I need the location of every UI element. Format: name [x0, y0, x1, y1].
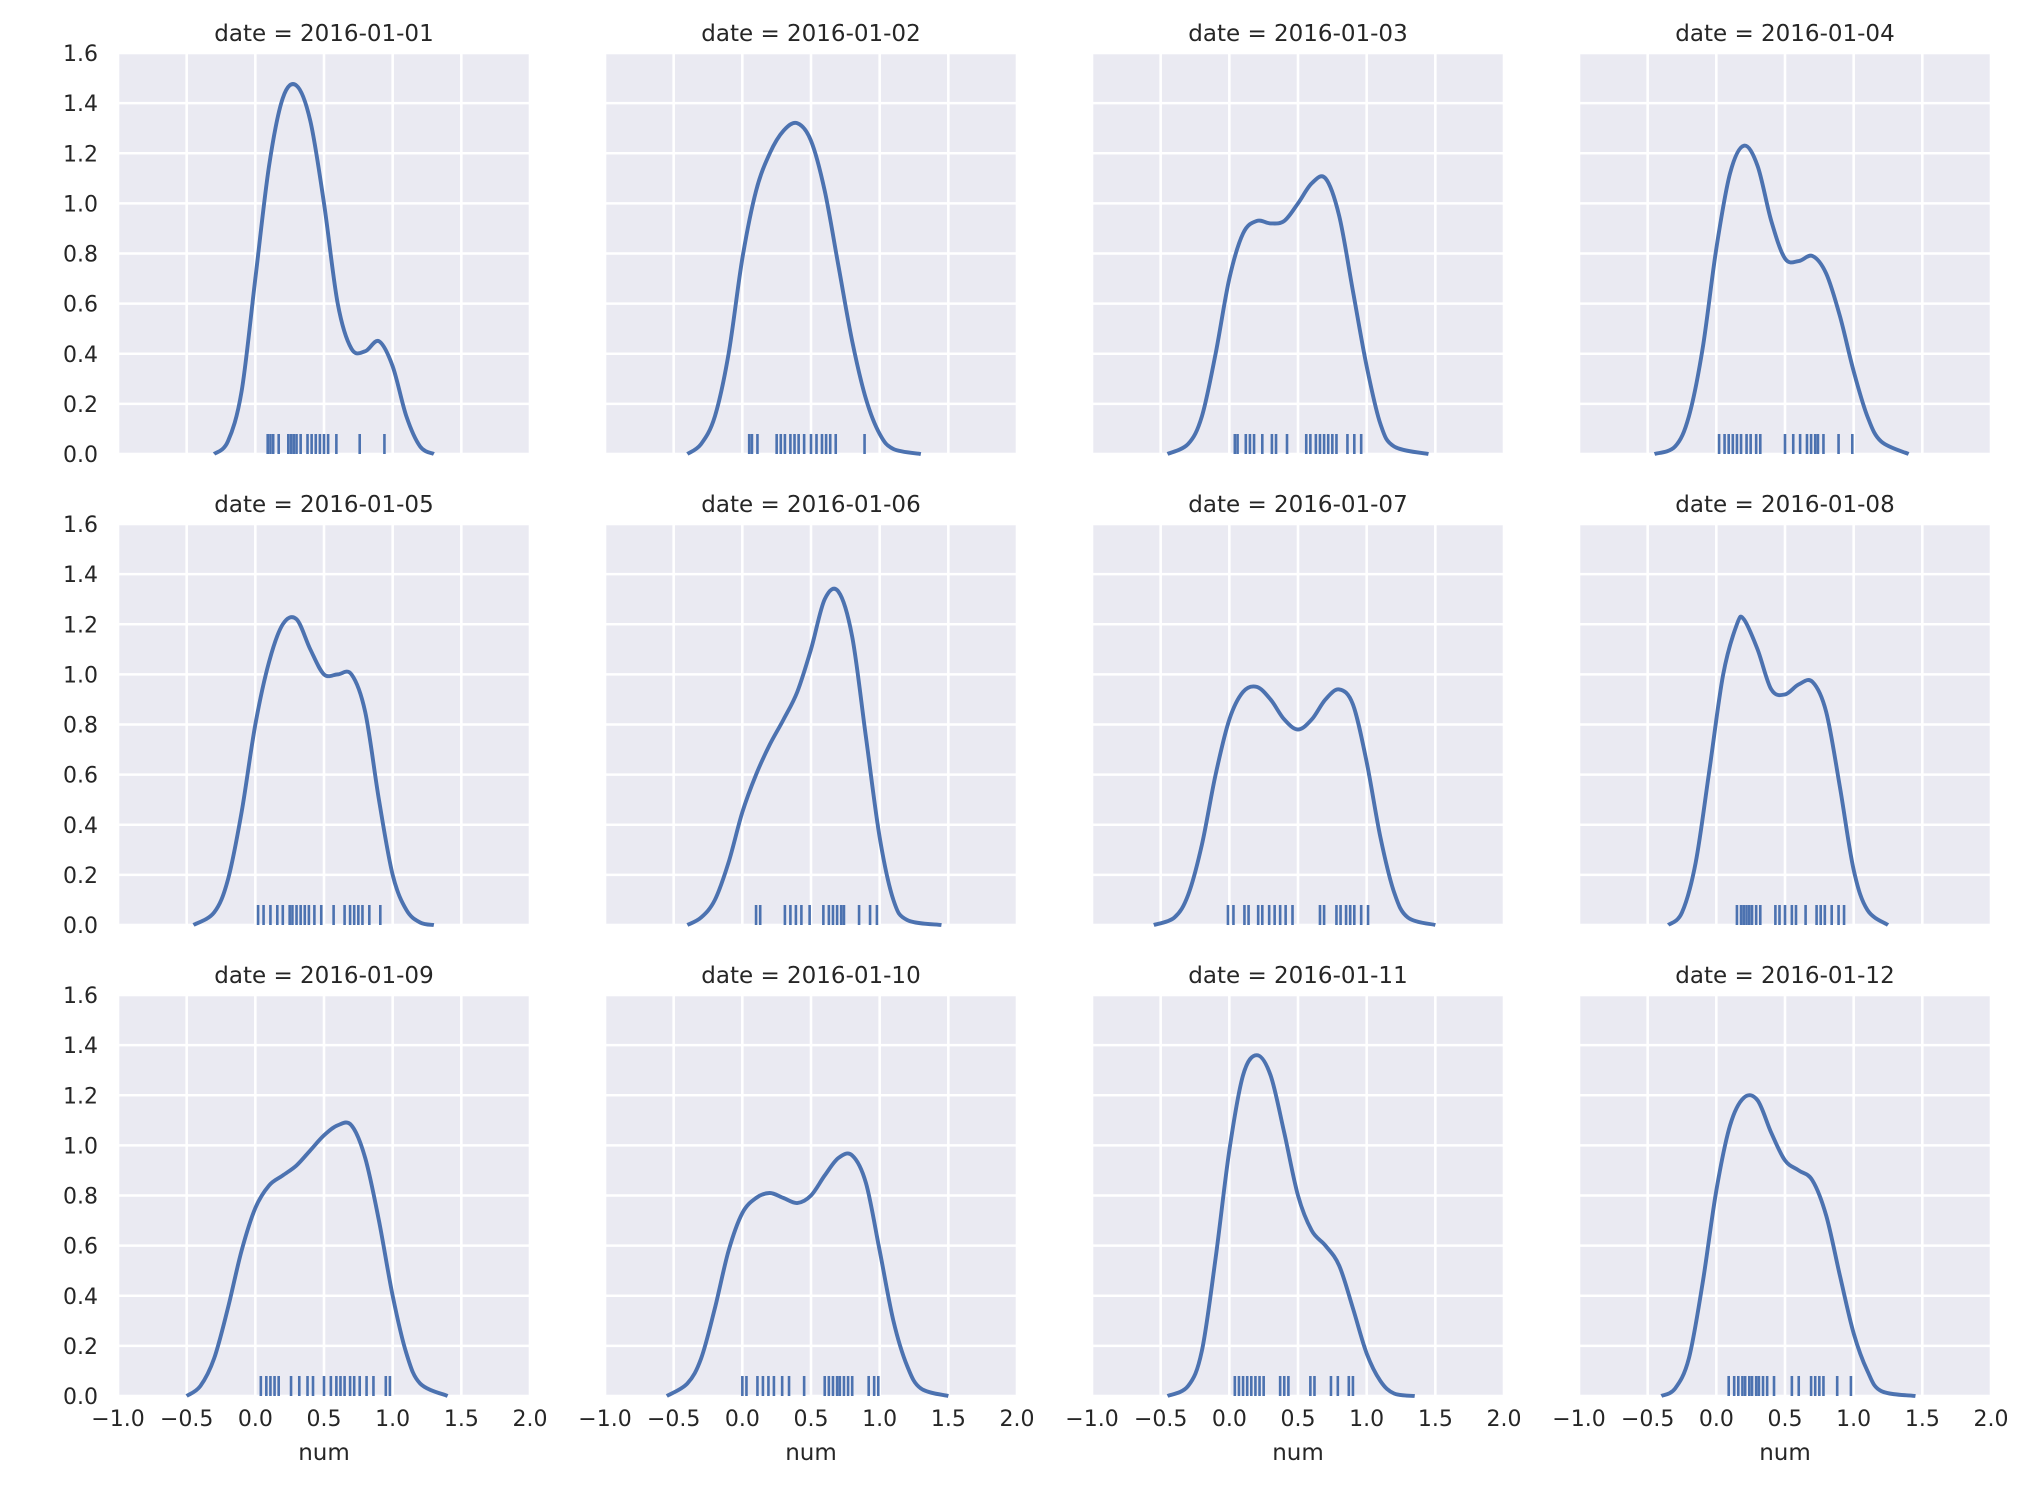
- y-tick-label: 0.8: [63, 243, 98, 268]
- x-tick-label: −0.5: [1134, 1407, 1187, 1432]
- y-tick-label: 1.4: [63, 563, 98, 588]
- x-tick-label: 0.0: [1212, 1407, 1247, 1432]
- y-tick-label: 1.6: [63, 42, 98, 67]
- facet-panel: date = 2016-01-05 0.0 0.2 0.4 0.6 0.8 1.0 1.2 1.…: [63, 492, 532, 939]
- facet-title: date = 2016-01-07: [1188, 492, 1407, 518]
- facet-panel: date = 2016-01-12 −1.0 −0.5 0.0 0.5 1.0 1.5 2.0…: [1552, 963, 2008, 1466]
- y-tick-label: 1.6: [63, 513, 98, 538]
- x-axis-label: num: [785, 1440, 837, 1466]
- x-tick-label: 0.5: [1281, 1407, 1316, 1432]
- facet-title: date = 2016-01-02: [701, 21, 920, 47]
- y-tick-label: 1.0: [63, 1134, 98, 1159]
- x-tick-label: −1.0: [1065, 1407, 1118, 1432]
- x-axis-label: num: [1272, 1440, 1324, 1466]
- facet-title: date = 2016-01-05: [214, 492, 433, 518]
- facet-panel: date = 2016-01-06: [603, 492, 1019, 927]
- facet-title: date = 2016-01-10: [701, 963, 920, 989]
- facet-title: date = 2016-01-01: [214, 21, 433, 47]
- x-tick-label: −0.5: [1621, 1407, 1674, 1432]
- y-tick-label: 1.4: [63, 1034, 98, 1059]
- facet-title: date = 2016-01-06: [701, 492, 920, 518]
- x-tick-label: −1.0: [1552, 1407, 1605, 1432]
- y-tick-label: 0.0: [63, 1385, 98, 1410]
- x-tick-label: 0.5: [1768, 1407, 1803, 1432]
- x-tick-label: 1.5: [1418, 1407, 1453, 1432]
- y-tick-label: 0.0: [63, 914, 98, 939]
- facet-title: date = 2016-01-11: [1188, 963, 1407, 989]
- y-tick-label: 0.4: [63, 1285, 98, 1310]
- facet-title: date = 2016-01-12: [1675, 963, 1894, 989]
- kde-curve: [1166, 174, 1429, 456]
- y-tick-label: 0.8: [63, 714, 98, 739]
- x-tick-label: 1.0: [862, 1407, 897, 1432]
- x-tick-label: 0.0: [1699, 1407, 1734, 1432]
- facet-panel: date = 2016-01-02: [603, 21, 1019, 456]
- facet-title: date = 2016-01-04: [1675, 21, 1894, 47]
- y-tick-label: 0.6: [63, 293, 98, 318]
- facet-title: date = 2016-01-09: [214, 963, 433, 989]
- facet-panel: date = 2016-01-04: [1577, 21, 1993, 456]
- y-tick-label: 1.2: [63, 1084, 98, 1109]
- facet-panel: date = 2016-01-11 −1.0 −0.5 0.0 0.5 1.0 1.5 2.0…: [1065, 963, 1521, 1466]
- kde-curve: [1153, 684, 1436, 927]
- x-tick-label: 1.5: [1905, 1407, 1940, 1432]
- facet-panel: date = 2016-01-09 0.0 0.2 0.4 0.6 0.8 1.0 1.2 1.…: [63, 963, 548, 1466]
- x-tick-label: 1.5: [931, 1407, 966, 1432]
- x-axis-label: num: [298, 1440, 350, 1466]
- y-tick-label: 0.2: [63, 393, 98, 418]
- kde-curve: [1166, 1053, 1415, 1398]
- x-tick-label: 0.5: [307, 1407, 342, 1432]
- y-tick-label: 0.8: [63, 1185, 98, 1210]
- x-axis-label: num: [1759, 1440, 1811, 1466]
- facet-panel: date = 2016-01-08: [1577, 492, 1993, 927]
- y-tick-label: 0.0: [63, 443, 98, 468]
- facet-panel: date = 2016-01-10 −1.0 −0.5 0.0 0.5 1.0 1.5 2.0…: [578, 963, 1034, 1466]
- facet-panel: date = 2016-01-07: [1090, 492, 1506, 927]
- y-tick-label: 0.6: [63, 1235, 98, 1260]
- x-tick-label: 1.0: [375, 1407, 410, 1432]
- x-tick-label: 2.0: [1487, 1407, 1522, 1432]
- x-tick-label: 0.5: [794, 1407, 829, 1432]
- x-tick-label: 1.5: [444, 1407, 479, 1432]
- x-tick-label: 1.0: [1836, 1407, 1871, 1432]
- kde-curve: [686, 120, 922, 456]
- x-tick-label: 2.0: [1000, 1407, 1035, 1432]
- kde-curve: [192, 615, 435, 927]
- kde-curve: [185, 1120, 449, 1398]
- y-tick-label: 0.2: [63, 864, 98, 889]
- y-tick-label: 1.0: [63, 192, 98, 217]
- x-tick-label: 0.0: [238, 1407, 273, 1432]
- x-tick-label: 2.0: [1974, 1407, 2009, 1432]
- x-tick-label: 2.0: [513, 1407, 548, 1432]
- x-tick-label: −0.5: [647, 1407, 700, 1432]
- y-tick-label: 1.0: [63, 663, 98, 688]
- kde-curve: [212, 82, 435, 456]
- kde-curve: [1653, 143, 1910, 456]
- x-tick-label: 0.0: [725, 1407, 760, 1432]
- y-tick-label: 0.6: [63, 764, 98, 789]
- y-tick-label: 1.2: [63, 142, 98, 167]
- x-tick-label: 1.0: [1349, 1407, 1384, 1432]
- x-tick-label: −1.0: [91, 1407, 144, 1432]
- y-tick-label: 1.4: [63, 92, 98, 117]
- y-tick-label: 1.6: [63, 984, 98, 1009]
- facet-title: date = 2016-01-08: [1675, 492, 1894, 518]
- y-tick-label: 1.2: [63, 613, 98, 638]
- facet-panel: date = 2016-01-01 0.0 0.2 0.4 0.6 0.8 1.0 1.2 1.…: [63, 21, 532, 468]
- kde-curve: [686, 586, 942, 927]
- facet-panel: date = 2016-01-03: [1090, 21, 1506, 456]
- x-tick-label: −0.5: [160, 1407, 213, 1432]
- y-tick-label: 0.2: [63, 1335, 98, 1360]
- kde-curve: [1666, 614, 1890, 927]
- kde-curve: [1660, 1093, 1916, 1398]
- y-tick-label: 0.4: [63, 814, 98, 839]
- x-tick-label: −1.0: [578, 1407, 631, 1432]
- kde-curve: [665, 1151, 949, 1398]
- facet-title: date = 2016-01-03: [1188, 21, 1407, 47]
- y-tick-label: 0.4: [63, 343, 98, 368]
